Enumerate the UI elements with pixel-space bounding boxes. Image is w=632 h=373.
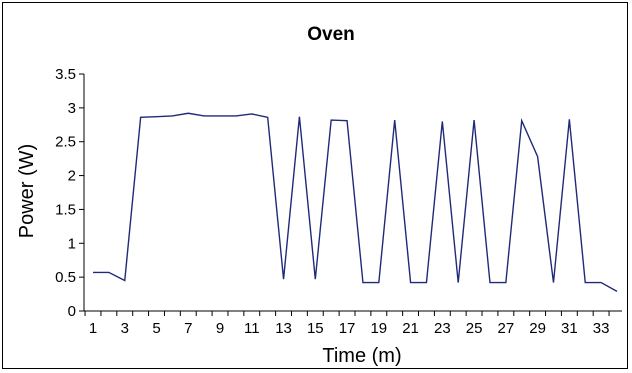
x-tick-label: 15 [307, 320, 324, 337]
y-tick-label: 2.5 [55, 134, 76, 151]
x-tick-label: 19 [370, 320, 387, 337]
x-tick-label: 9 [216, 320, 224, 337]
series-line [93, 112, 618, 292]
y-tick-label: 1 [68, 235, 76, 252]
x-axis-title: Time (m) [322, 345, 401, 367]
x-tick-label: 3 [121, 320, 129, 337]
x-tick-label: 13 [275, 320, 292, 337]
x-axis: 1 3 5 7 9 11 13 15 17 19 21 23 25 27 29 31 33 [84, 310, 622, 337]
chart-frame [2, 2, 628, 369]
x-tick-label: 29 [529, 320, 546, 337]
series-group [93, 112, 618, 292]
y-tick-label: 1.5 [55, 201, 76, 218]
y-tick-label: 3.5 [55, 66, 76, 83]
y-tick-label: 3 [68, 100, 76, 117]
x-tick-label: 31 [561, 320, 578, 337]
x-tick-label: 17 [339, 320, 356, 337]
y-tick-label: 2 [68, 168, 76, 185]
x-tick-label: 5 [152, 320, 160, 337]
x-tick-label: 27 [498, 320, 515, 337]
y-tick-label: 0 [68, 303, 76, 320]
x-tick-label: 7 [184, 320, 192, 337]
y-axis: 0 0.5 1 1.5 2 2.5 3 3.5 [55, 66, 85, 320]
x-tick-label: 33 [593, 320, 610, 337]
y-tick-label: 0.5 [55, 269, 76, 286]
x-tick-label: 21 [402, 320, 419, 337]
x-tick-label: 1 [89, 320, 97, 337]
chart-title: Oven [307, 24, 355, 45]
x-tick-label: 25 [466, 320, 483, 337]
x-tick-label: 11 [244, 320, 260, 337]
x-tick-label: 23 [434, 320, 451, 337]
y-axis-title: Power (W) [16, 144, 38, 238]
